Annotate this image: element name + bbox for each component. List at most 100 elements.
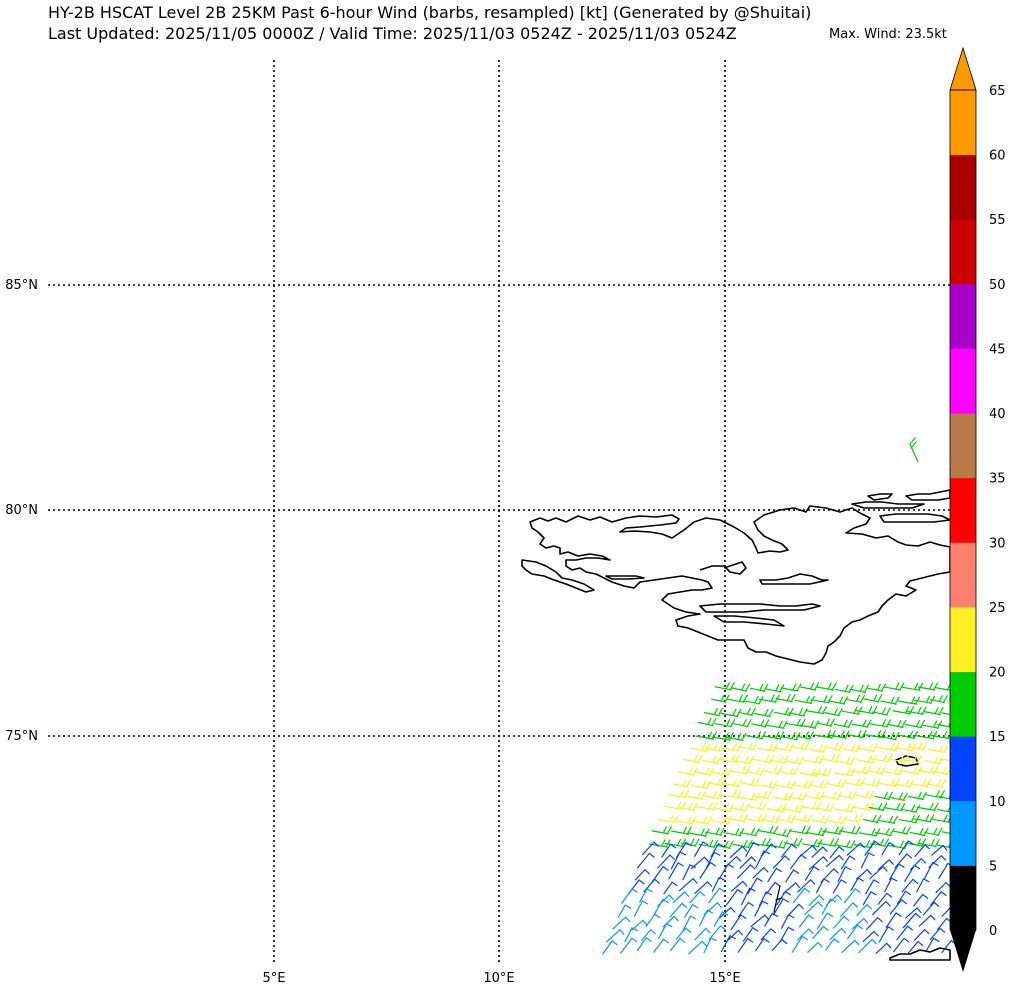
wind-barb — [653, 938, 669, 953]
wind-barb — [914, 814, 935, 823]
wind-barb — [777, 814, 796, 823]
wind-barb — [877, 892, 893, 905]
wind-barb — [672, 779, 692, 788]
wind-barb — [636, 936, 652, 952]
wind-barb — [707, 778, 726, 787]
wind-barb — [926, 779, 947, 788]
wind-barb — [917, 682, 939, 691]
wind-barb — [602, 940, 618, 955]
wind-barb — [877, 743, 900, 752]
colorbar-tick-label: 10 — [989, 795, 1006, 810]
wind-barb — [705, 851, 721, 869]
wind-barb — [752, 866, 769, 879]
wind-barb — [882, 766, 904, 775]
wind-barb — [684, 903, 699, 918]
wind-barb — [834, 804, 856, 813]
wind-barb — [841, 939, 860, 953]
wind-barb — [930, 814, 953, 823]
wind-barb — [738, 901, 754, 918]
wind-barb — [860, 852, 875, 869]
wind-barb — [731, 683, 751, 692]
wind-barb — [835, 684, 854, 693]
wind-barb — [642, 841, 659, 856]
wind-barb — [903, 755, 923, 764]
colorbar-segment — [950, 283, 976, 349]
wind-barb — [804, 865, 820, 881]
colorbar-tick-label: 20 — [989, 666, 1006, 681]
colorbar-segment — [950, 606, 976, 673]
wind-barb — [773, 885, 783, 913]
colorbar-segment — [950, 477, 976, 543]
wind-barb — [694, 767, 715, 776]
wind-barb — [874, 791, 893, 800]
map-title-line2: Last Updated: 2025/11/05 0000Z / Valid T… — [48, 24, 737, 43]
wind-barb — [807, 941, 823, 953]
wind-barb — [875, 942, 892, 954]
wind-barb — [872, 707, 891, 716]
wind-barb — [924, 861, 939, 879]
colorbar-extend-min — [950, 930, 976, 972]
wind-barb — [889, 863, 905, 880]
wind-barb — [881, 841, 895, 856]
wind-barb — [683, 754, 703, 764]
wind-barb — [816, 718, 835, 727]
wind-barb — [688, 940, 707, 955]
wind-barb — [821, 791, 842, 800]
wind-barb — [745, 814, 767, 823]
lon-label-15e: 15°E — [709, 971, 740, 986]
wind-barb — [906, 940, 924, 955]
wind-barb — [845, 694, 866, 703]
wind-barb — [805, 706, 828, 715]
wind-barb — [813, 730, 836, 739]
wind-barb — [913, 893, 929, 907]
colorbar-tick-label: 0 — [989, 924, 997, 939]
wind-barb — [738, 742, 758, 751]
colorbar-extend-max — [949, 46, 977, 91]
wind-barb — [869, 865, 888, 880]
wind-barb — [888, 792, 908, 801]
wind-barb — [695, 802, 718, 811]
wind-barb — [878, 858, 894, 871]
wind-barb — [808, 780, 829, 789]
wind-barb — [909, 827, 929, 837]
wind-barb — [812, 925, 829, 939]
wind-barb — [904, 719, 925, 729]
wind-barb — [844, 887, 861, 904]
colorbar-segment — [950, 865, 976, 931]
colorbar-tick-label: 60 — [989, 149, 1006, 164]
wind-barb — [726, 888, 743, 906]
wind-barb — [621, 887, 638, 904]
wind-barb — [605, 928, 625, 943]
wind-barb — [856, 868, 872, 880]
wind-barb — [929, 695, 948, 704]
wind-barb — [856, 903, 872, 916]
lat-label-85n: 85°N — [5, 278, 38, 293]
wind-barb — [766, 804, 787, 813]
wind-barb — [641, 928, 656, 942]
colorbar-frame — [949, 89, 977, 931]
wind-barb — [829, 927, 847, 940]
colorbar-tick-labels: 0 5 10 15 20 25 30 35 40 45 50 55 60 65 — [989, 84, 1006, 939]
wind-barb — [787, 792, 808, 801]
wind-barb — [825, 742, 844, 751]
wind-barb — [858, 743, 879, 752]
wind-barb — [866, 916, 883, 930]
wind-barb — [850, 766, 871, 775]
wind-barb — [634, 900, 649, 917]
wind-barb — [679, 877, 698, 892]
wind-barb — [729, 766, 751, 775]
wind-barb — [913, 928, 930, 941]
map-title-line1: HY-2B HSCAT Level 2B 25KM Past 6-hour Wi… — [48, 3, 812, 22]
wind-barb — [820, 867, 839, 883]
colorbar-tick-label: 45 — [989, 342, 1006, 357]
lon-label-10e: 10°E — [483, 971, 514, 986]
wind-barb — [672, 891, 690, 904]
colorbar-segment — [950, 736, 976, 802]
wind-barb — [851, 719, 872, 728]
wind-barb — [839, 826, 861, 835]
wind-barb — [868, 802, 888, 811]
wind-barb — [702, 755, 722, 764]
wind-barb — [855, 790, 875, 799]
colorbar-segment — [950, 542, 976, 608]
wind-barb — [690, 743, 711, 752]
